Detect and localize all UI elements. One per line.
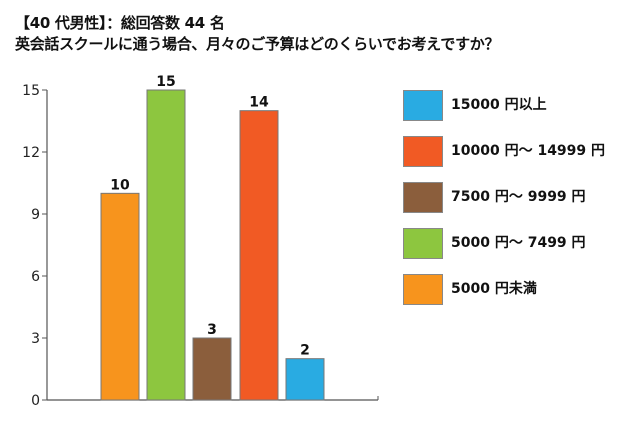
bar-0: [100, 192, 140, 401]
legend-label: 5000 円～ 7499 円: [451, 235, 586, 251]
legend-item: 7500 円～ 9999 円: [403, 182, 605, 228]
chart-title-line1: 【40 代男性】：総回答数 44 名: [15, 14, 225, 32]
y-tick-label: 0: [31, 393, 40, 409]
legend-label: 7500 円～ 9999 円: [451, 189, 586, 205]
y-tick-label: 6: [31, 269, 40, 285]
y-tick-label: 3: [31, 331, 40, 347]
legend-swatch: [403, 90, 443, 121]
data-label: 3: [207, 322, 217, 338]
legend-swatch: [403, 228, 443, 259]
legend-item: 10000 円～ 14999 円: [403, 136, 605, 182]
legend-label: 15000 円以上: [451, 97, 547, 113]
legend-label: 10000 円～ 14999 円: [451, 143, 606, 159]
y-tick-label: 12: [22, 145, 40, 161]
data-label: 15: [156, 74, 175, 90]
bar-4: [285, 358, 325, 401]
legend-label: 5000 円未満: [451, 281, 537, 297]
data-label: 2: [300, 343, 310, 359]
legend-swatch: [403, 182, 443, 213]
data-label: 10: [110, 177, 130, 193]
legend-item: 15000 円以上: [403, 90, 605, 136]
legend-item: 5000 円～ 7499 円: [403, 228, 605, 274]
legend: 15000 円以上 10000 円～ 14999 円 7500 円～ 9999 円 5…: [403, 90, 605, 320]
bar-3: [239, 110, 279, 401]
y-tick-label: 9: [31, 207, 40, 223]
data-label: 14: [249, 95, 269, 111]
legend-item: 5000 円未満: [403, 274, 605, 320]
chart-title-line2: 英会話スクールに通う場合、月々のご予算はどのくらいでお考えですか？: [15, 35, 500, 53]
legend-swatch: [403, 274, 443, 305]
bar-1: [146, 89, 186, 401]
bar-2: [192, 337, 232, 401]
y-tick-label: 15: [22, 83, 40, 99]
legend-swatch: [403, 136, 443, 167]
